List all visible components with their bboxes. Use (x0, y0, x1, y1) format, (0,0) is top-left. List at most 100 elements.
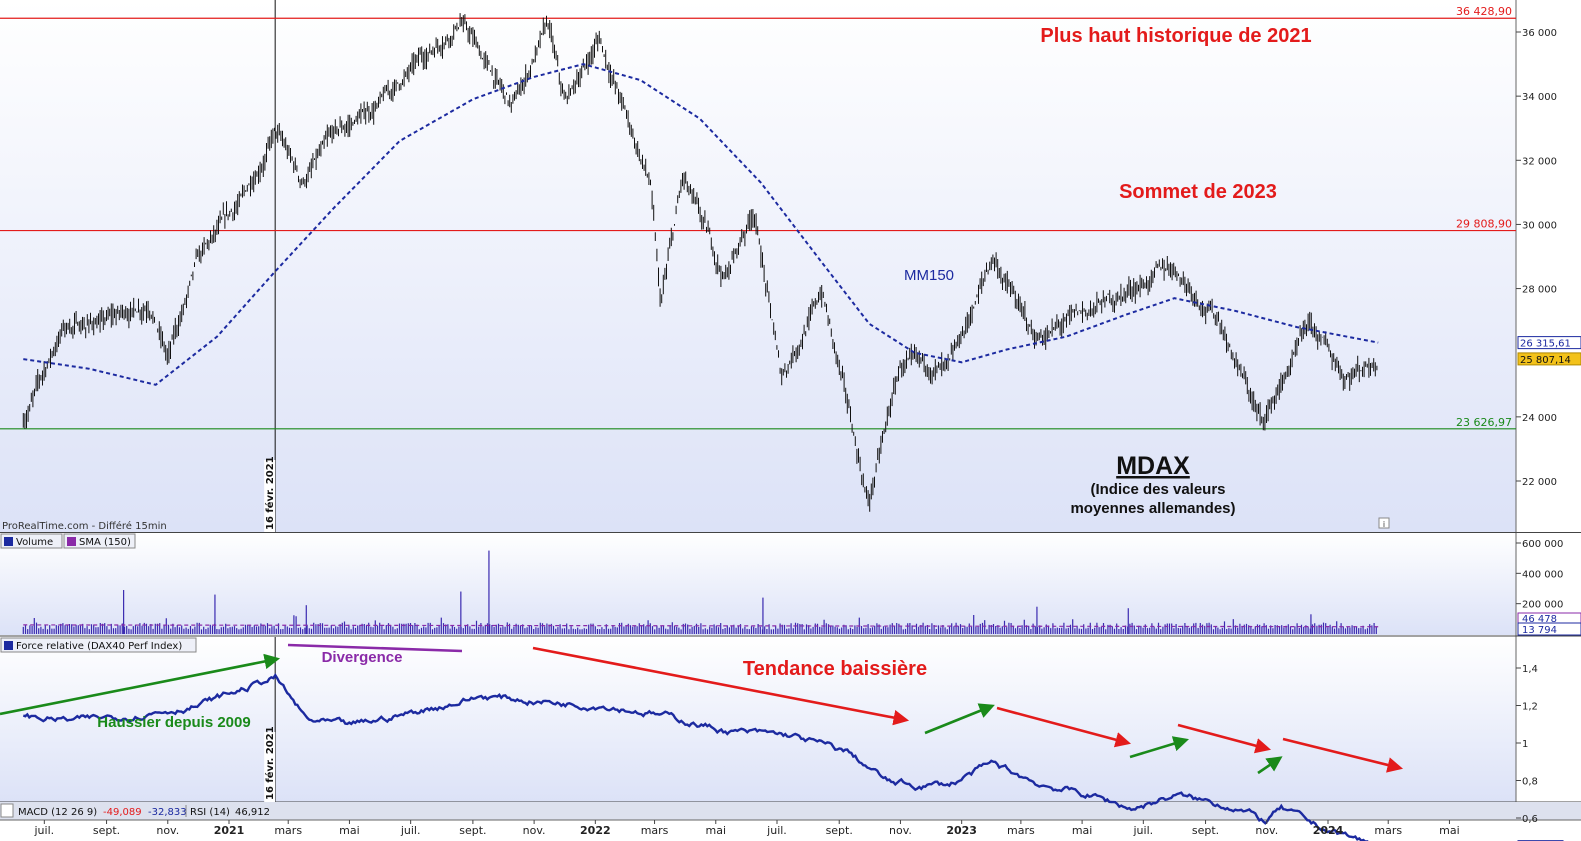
x-tick-label: mars (1007, 824, 1035, 837)
mm150-line (23, 63, 1379, 386)
x-tick-label: mai (339, 824, 360, 837)
volume-ytick-label: 600 000 (1522, 539, 1563, 550)
red-arrow-3 (1177, 723, 1272, 754)
x-tick-label: juil. (766, 824, 787, 837)
volume-legend-box (0, 533, 63, 549)
volume-legend-label: Volume (16, 537, 53, 548)
x-tick-label: mai (1072, 824, 1093, 837)
x-tick-label: nov. (156, 824, 179, 837)
rs-ytick-label: 0,8 (1522, 777, 1538, 788)
x-tick-label: 2024 (1313, 824, 1344, 837)
x-tick-label: mars (1374, 824, 1402, 837)
level-label: 29 808,90 (1456, 218, 1512, 231)
info-icon-glyph: i (1383, 520, 1385, 529)
source-label: ProRealTime.com - Différé 15min (2, 520, 167, 532)
right-axis-bg (1516, 0, 1581, 841)
indicator-bar: MACD (12 26 9) -49,089 -32,833 RSI (14) … (0, 803, 270, 818)
price-ytick-label: 24 000 (1522, 413, 1557, 424)
red-arrow-2 (996, 706, 1132, 748)
level-label: 36 428,90 (1456, 5, 1512, 18)
price-last-tag (1517, 352, 1581, 366)
rs-ytick-label: 0,6 (1522, 814, 1538, 825)
sma-last-tag (1517, 336, 1581, 350)
level-label: 23 626,97 (1456, 416, 1512, 429)
sma-last-label: 26 315,61 (1520, 339, 1571, 350)
price-panel-bg (0, 0, 1516, 532)
red-arrow-1 (532, 646, 910, 726)
volume-panel-bg (0, 533, 1516, 635)
volume-bars (22, 615, 1377, 634)
chart-subtitle-1: (Indice des valeurs (1090, 481, 1225, 498)
ath-caption: Plus haut historique de 2021 (1040, 25, 1311, 47)
restore-icon[interactable] (0, 803, 14, 818)
rs-legend: Force relative (DAX40 Perf Index) (0, 637, 197, 653)
vol-last-label-1: 46 478 (1522, 614, 1557, 625)
info-icon[interactable] (1378, 517, 1390, 529)
x-tick-label: 2022 (580, 824, 611, 837)
sma-legend-label: SMA (150) (79, 537, 131, 548)
red-arrow-4 (1282, 737, 1404, 773)
volume-ytick-label: 200 000 (1522, 600, 1563, 611)
top-2023-caption: Sommet de 2023 (1119, 181, 1277, 203)
x-tick-label: sept. (1192, 824, 1219, 837)
axis-layer: 36 000 34 000 32 000 30 000 28 000 24 000 22 0… (34, 28, 1564, 837)
sma-legend-swatch (67, 537, 76, 546)
indicator-bar-bg (0, 802, 1581, 820)
x-tick-label: 2023 (946, 824, 977, 837)
divergence-label: Divergence (322, 649, 403, 666)
x-tick-label: sept. (459, 824, 486, 837)
x-tick-label: juil. (34, 824, 55, 837)
rs-legend-swatch (4, 641, 13, 650)
macd-label: MACD (12 26 9) (18, 807, 97, 818)
rs-line (22, 673, 1369, 841)
price-layer: 16 févr. 2021 36 428,90 29 808,90 23 626,97… (0, 0, 1581, 532)
macd-value-1: -49,089 (103, 807, 142, 818)
x-tick-label: juil. (400, 824, 421, 837)
rs-ytick-label: 1,2 (1522, 702, 1538, 713)
vol-last-tag-2 (1517, 622, 1581, 636)
price-last-label: 25 807,14 (1520, 355, 1571, 366)
volume-legend-swatch (4, 537, 13, 546)
green-arrow-haussier (0, 653, 281, 716)
chart-title: MDAX (1116, 452, 1190, 480)
chart-subtitle-2: moyennes allemandes) (1070, 500, 1235, 517)
vline-label-price: 16 févr. 2021 (264, 456, 276, 530)
green-arrow-2 (1129, 736, 1189, 759)
x-tick-label: sept. (93, 824, 120, 837)
rs-legend-box (0, 637, 197, 653)
rsi-label: RSI (14) (190, 807, 230, 818)
vline-label-bg (264, 460, 276, 532)
green-arrow-3 (1257, 756, 1283, 775)
vline-label-bg-rs (264, 732, 276, 802)
baissiere-label: Tendance baissière (743, 658, 927, 680)
price-ytick-label: 36 000 (1522, 28, 1557, 39)
divergence-line (287, 643, 463, 653)
x-tick-label: 2021 (214, 824, 245, 837)
x-axis-bg (0, 820, 1581, 841)
x-tick-label: nov. (889, 824, 912, 837)
vol-last-label-2: 13 794 (1522, 625, 1557, 636)
price-bars (22, 13, 1378, 512)
x-tick-label: mars (274, 824, 302, 837)
x-tick-label: sept. (826, 824, 853, 837)
x-tick-label: nov. (523, 824, 546, 837)
price-ytick-label: 32 000 (1522, 156, 1557, 167)
price-ytick-label: 30 000 (1522, 220, 1557, 231)
x-tick-label: mars (641, 824, 669, 837)
rs-legend-label: Force relative (DAX40 Perf Index) (16, 641, 182, 652)
rs-ytick-label: 1,4 (1522, 664, 1538, 675)
x-tick-label: nov. (1255, 824, 1278, 837)
vline-label-rs: 16 févr. 2021 (264, 726, 276, 800)
volume-legend: Volume SMA (150) (0, 533, 136, 549)
haussier-label: Haussier depuis 2009 (97, 714, 250, 731)
mm150-label: MM150 (904, 267, 954, 284)
x-tick-label: mai (1439, 824, 1460, 837)
rsi-value: 46,912 (235, 807, 270, 818)
rs-layer: 16 févr. 20210,4472 (0, 637, 1564, 841)
x-tick-label: mai (706, 824, 727, 837)
price-ytick-label: 22 000 (1522, 477, 1557, 488)
volume-sma-line (23, 624, 1379, 628)
